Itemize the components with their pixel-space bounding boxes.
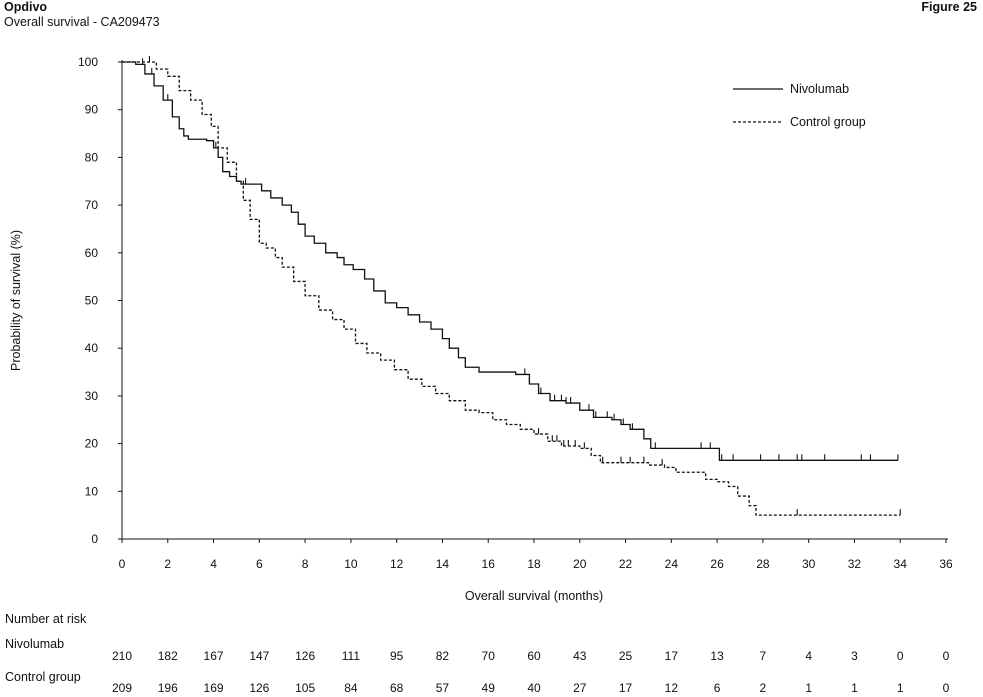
risk-count: 13 xyxy=(710,649,724,663)
legend-label-nivolumab: Nivolumab xyxy=(790,82,849,96)
x-tick-label: 28 xyxy=(756,557,770,571)
risk-count: 111 xyxy=(342,649,361,663)
x-tick-label: 8 xyxy=(302,557,309,571)
risk-count: 2 xyxy=(760,681,767,695)
risk-table-heading: Number at risk xyxy=(5,612,87,626)
x-tick-label: 36 xyxy=(939,557,953,571)
x-tick-label: 16 xyxy=(482,557,496,571)
y-tick-label: 60 xyxy=(85,246,99,260)
risk-count: 209 xyxy=(112,681,132,695)
risk-count: 6 xyxy=(714,681,721,695)
risk-count: 49 xyxy=(482,681,496,695)
x-tick-label: 12 xyxy=(390,557,404,571)
risk-count: 196 xyxy=(158,681,178,695)
y-tick-label: 10 xyxy=(85,484,99,498)
x-tick-label: 34 xyxy=(894,557,908,571)
y-tick-label: 30 xyxy=(85,389,99,403)
risk-count: 182 xyxy=(158,649,178,663)
risk-count: 210 xyxy=(112,649,132,663)
y-tick-label: 80 xyxy=(85,150,99,164)
x-tick-label: 22 xyxy=(619,557,633,571)
risk-count: 126 xyxy=(295,649,315,663)
series-line-control-group xyxy=(122,61,901,516)
risk-count: 147 xyxy=(249,649,269,663)
risk-count: 7 xyxy=(760,649,767,663)
y-axis-title: Probability of survival (%) xyxy=(9,230,23,371)
x-tick-label: 30 xyxy=(802,557,816,571)
risk-count: 0 xyxy=(943,681,950,695)
figure-number: Figure 25 xyxy=(921,0,977,14)
risk-row-label-nivolumab: Nivolumab xyxy=(5,637,65,651)
risk-count: 0 xyxy=(897,649,904,663)
risk-count: 70 xyxy=(482,649,496,663)
y-tick-label: 0 xyxy=(91,532,98,546)
document-title: Opdivo xyxy=(4,0,48,14)
risk-count: 68 xyxy=(390,681,404,695)
x-tick-label: 6 xyxy=(256,557,263,571)
risk-count: 17 xyxy=(619,681,633,695)
risk-count: 169 xyxy=(204,681,224,695)
y-tick-label: 70 xyxy=(85,198,99,212)
risk-table-values: 210 182 167 147 126 111 95 82 70 60 43 25 17 13 7 4 3 0 02… xyxy=(112,649,950,695)
risk-count: 95 xyxy=(390,649,404,663)
y-tick-label: 90 xyxy=(85,103,99,117)
chart-legend: Nivolumab Control group xyxy=(733,82,866,129)
risk-count: 0 xyxy=(943,649,950,663)
x-tick-label: 2 xyxy=(164,557,171,571)
risk-count: 126 xyxy=(249,681,269,695)
risk-count: 57 xyxy=(436,681,450,695)
x-tick-label: 14 xyxy=(436,557,450,571)
chart-series xyxy=(122,56,901,516)
risk-row-label-control: Control group xyxy=(5,670,81,684)
risk-count: 3 xyxy=(851,649,858,663)
chart-subtitle: Overall survival - CA209473 xyxy=(4,15,160,29)
x-tick-label: 4 xyxy=(210,557,217,571)
y-tick-label: 20 xyxy=(85,437,99,451)
risk-count: 27 xyxy=(573,681,587,695)
risk-count: 1 xyxy=(897,681,904,695)
risk-count: 60 xyxy=(527,649,541,663)
risk-count: 1 xyxy=(851,681,858,695)
risk-count: 82 xyxy=(436,649,450,663)
risk-count: 12 xyxy=(665,681,679,695)
y-tick-label: 50 xyxy=(85,294,99,308)
risk-count: 4 xyxy=(805,649,812,663)
x-tick-label: 10 xyxy=(344,557,358,571)
risk-count: 40 xyxy=(527,681,541,695)
x-tick-label: 32 xyxy=(848,557,862,571)
x-tick-label: 24 xyxy=(665,557,679,571)
x-tick-label: 0 xyxy=(119,557,126,571)
series-line-nivolumab xyxy=(122,61,898,461)
x-tick-label: 26 xyxy=(710,557,724,571)
risk-count: 17 xyxy=(665,649,679,663)
risk-count: 25 xyxy=(619,649,633,663)
y-tick-label: 40 xyxy=(85,341,99,355)
y-tick-label: 100 xyxy=(78,55,98,69)
risk-count: 84 xyxy=(344,681,358,695)
x-tick-label: 18 xyxy=(527,557,541,571)
legend-label-control-group: Control group xyxy=(790,115,866,129)
x-tick-label: 20 xyxy=(573,557,587,571)
risk-count: 167 xyxy=(204,649,224,663)
x-axis-title: Overall survival (months) xyxy=(465,589,603,603)
risk-count: 105 xyxy=(295,681,315,695)
risk-count: 1 xyxy=(805,681,812,695)
risk-count: 43 xyxy=(573,649,587,663)
